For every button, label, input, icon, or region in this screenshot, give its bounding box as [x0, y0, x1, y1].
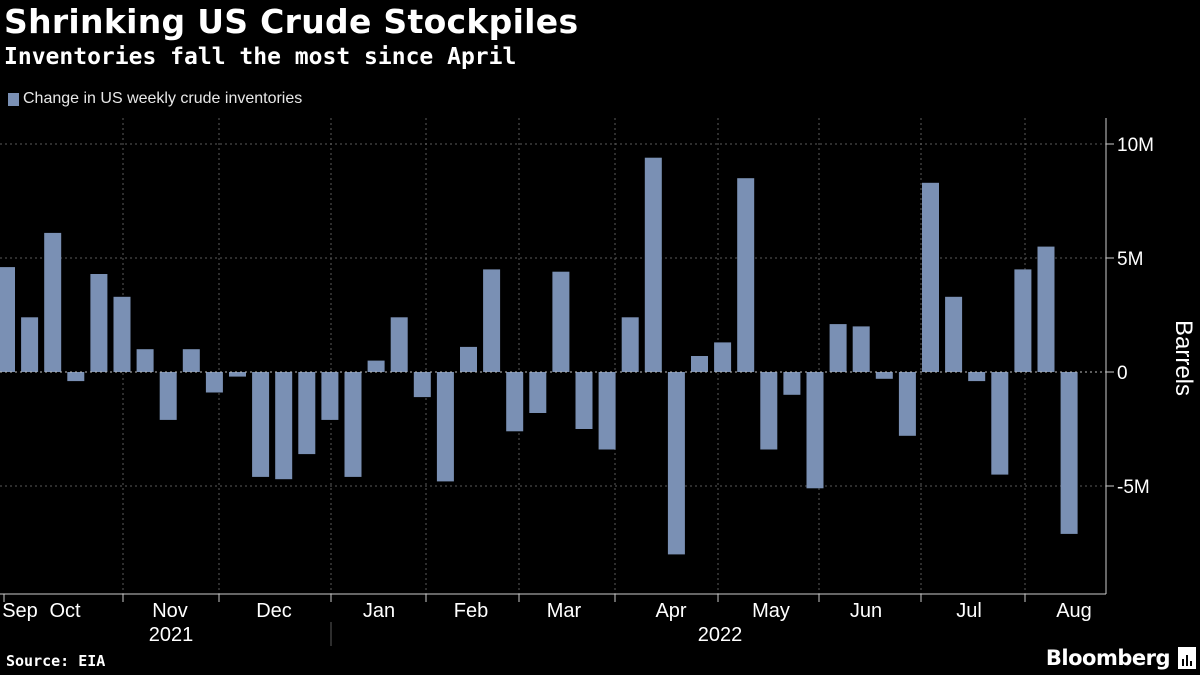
bar — [575, 372, 593, 429]
bar — [991, 372, 1009, 475]
bar — [898, 372, 916, 436]
x-month-label: Sep — [2, 600, 38, 622]
x-month-label: Jan — [363, 600, 395, 622]
x-month-label: Oct — [49, 600, 81, 622]
bar — [90, 274, 108, 372]
bar — [159, 372, 177, 420]
bar — [321, 372, 339, 420]
bar — [760, 372, 778, 450]
bar — [714, 342, 732, 372]
bar — [483, 269, 501, 372]
bar — [205, 372, 223, 393]
bar — [460, 346, 477, 372]
bar — [1060, 372, 1078, 534]
chart-subtitle: Inventories fall the most since April — [4, 44, 517, 70]
y-tick-label: -5M — [1117, 477, 1150, 498]
x-month-label: Aug — [1056, 600, 1092, 622]
legend: Change in US weekly crude inventories — [8, 90, 302, 108]
bar — [298, 372, 316, 455]
bar — [275, 372, 293, 480]
x-year-label: 2021 — [149, 624, 194, 646]
bar — [529, 372, 547, 413]
bar — [0, 267, 15, 372]
bar — [506, 372, 524, 432]
x-month-label: Feb — [454, 600, 488, 622]
bar — [1014, 269, 1032, 372]
bar — [229, 372, 246, 377]
bar — [113, 296, 131, 372]
x-month-label: Dec — [256, 600, 292, 622]
bar — [136, 349, 154, 372]
x-month-label: Mar — [547, 600, 582, 622]
y-tick-label: 10M — [1117, 135, 1154, 156]
source-note: Source: EIA — [6, 652, 106, 670]
bloomberg-chart-icon — [1178, 647, 1196, 669]
bar — [829, 324, 847, 372]
bar — [667, 372, 685, 555]
bar — [922, 182, 939, 372]
bar — [783, 372, 801, 395]
y-tick-label: 5M — [1117, 249, 1143, 270]
y-axis-title: Barrels — [1170, 320, 1197, 396]
bar — [644, 157, 662, 372]
bar — [552, 271, 570, 372]
bar — [436, 372, 454, 482]
bar — [691, 356, 708, 372]
x-month-label: Nov — [152, 600, 188, 622]
bar — [852, 326, 870, 372]
x-month-label: Apr — [655, 600, 686, 622]
bar — [621, 317, 639, 372]
bar — [21, 317, 39, 372]
bar — [44, 232, 62, 372]
bar — [367, 360, 385, 372]
brand-logo: Bloomberg — [1046, 646, 1196, 670]
bar — [413, 372, 431, 398]
brand-name: Bloomberg — [1045, 646, 1171, 670]
bar — [806, 372, 824, 489]
bar — [182, 349, 200, 372]
x-year-label: 2022 — [698, 624, 743, 646]
bar — [390, 317, 408, 372]
x-month-label: Jul — [956, 600, 982, 622]
x-month-label: Jun — [850, 600, 882, 622]
bar — [875, 372, 893, 379]
bar — [1037, 246, 1055, 372]
chart-title: Shrinking US Crude Stockpiles — [4, 2, 579, 41]
bar — [67, 372, 85, 382]
bar — [737, 178, 755, 372]
bar — [252, 372, 270, 477]
bar — [598, 372, 616, 450]
legend-label: Change in US weekly crude inventories — [23, 90, 303, 107]
legend-swatch — [8, 92, 19, 106]
y-tick-label: 0 — [1117, 363, 1128, 384]
bar — [344, 372, 362, 477]
bar — [968, 372, 986, 382]
bar — [945, 296, 963, 372]
x-month-label: May — [752, 600, 790, 622]
